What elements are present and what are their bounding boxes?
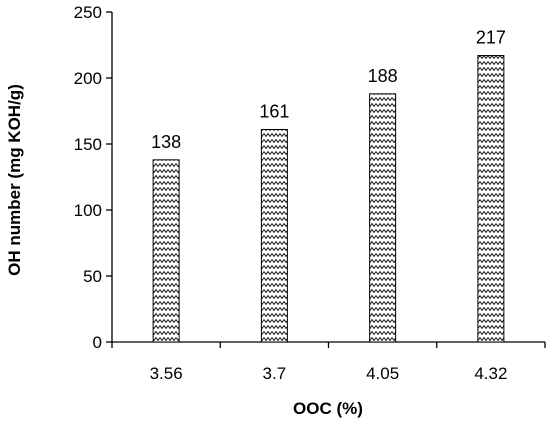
bar (477, 55, 505, 343)
data-label: 188 (368, 66, 398, 86)
bar (260, 128, 288, 343)
data-label: 217 (476, 28, 506, 48)
x-axis-title: OOC (%) (293, 399, 363, 418)
x-tick-label: 3.7 (263, 364, 287, 383)
data-label: 161 (259, 101, 289, 121)
bar (152, 159, 180, 343)
y-tick-label: 150 (74, 135, 102, 154)
y-tick-label: 100 (74, 201, 102, 220)
x-tick-label: 4.05 (366, 364, 399, 383)
x-tick-label: 3.56 (150, 364, 183, 383)
plot-area: 0 50 100 150 200 250 138 3.56 161 3.7 188 4.05 217 4.… (74, 3, 546, 383)
y-axis-title: OH number (mg KOH/g) (5, 84, 24, 276)
y-tick-label: 50 (83, 267, 102, 286)
y-tick-label: 250 (74, 3, 102, 22)
data-label: 138 (151, 132, 181, 152)
bar (369, 93, 397, 343)
x-tick-label: 4.32 (474, 364, 507, 383)
y-tick-label: 0 (93, 333, 102, 352)
y-tick-label: 200 (74, 69, 102, 88)
